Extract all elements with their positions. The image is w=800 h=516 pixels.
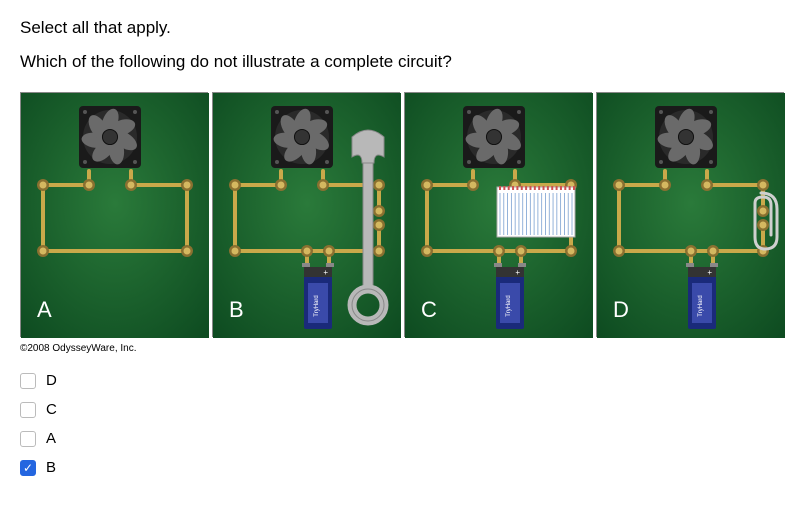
option-row-a: A <box>20 430 780 447</box>
svg-text:TryHard: TryHard <box>314 295 320 316</box>
checkbox-b[interactable]: ✓ <box>20 460 36 476</box>
option-label: A <box>46 430 56 447</box>
copyright-text: ©2008 OdysseyWare, Inc. <box>20 343 780 354</box>
checkbox-a[interactable] <box>20 431 36 447</box>
option-row-b: ✓B <box>20 459 780 476</box>
answer-options: DCA✓B <box>20 372 780 476</box>
option-row-c: C <box>20 401 780 418</box>
svg-text:+: + <box>515 268 520 277</box>
svg-text:TryHard: TryHard <box>506 295 512 316</box>
svg-text:+: + <box>323 268 328 277</box>
circuit-panel-d: + TryHard D <box>596 92 784 337</box>
option-label: B <box>46 459 56 476</box>
circuit-panel-c: + TryHard C <box>404 92 592 337</box>
option-label: D <box>46 372 57 389</box>
option-row-d: D <box>20 372 780 389</box>
circuit-panel-a: A <box>20 92 208 337</box>
circuit-panel-b: + TryHard B <box>212 92 400 337</box>
checkbox-c[interactable] <box>20 402 36 418</box>
circuit-panels: A + TryHard B <box>20 92 780 337</box>
svg-text:C: C <box>421 297 437 322</box>
svg-text:B: B <box>229 297 244 322</box>
question-text: Which of the following do not illustrate… <box>20 52 780 72</box>
svg-text:A: A <box>37 297 52 322</box>
option-label: C <box>46 401 57 418</box>
svg-text:+: + <box>707 268 712 277</box>
svg-text:D: D <box>613 297 629 322</box>
instruction-text: Select all that apply. <box>20 18 780 38</box>
checkbox-d[interactable] <box>20 373 36 389</box>
svg-text:TryHard: TryHard <box>698 295 704 316</box>
